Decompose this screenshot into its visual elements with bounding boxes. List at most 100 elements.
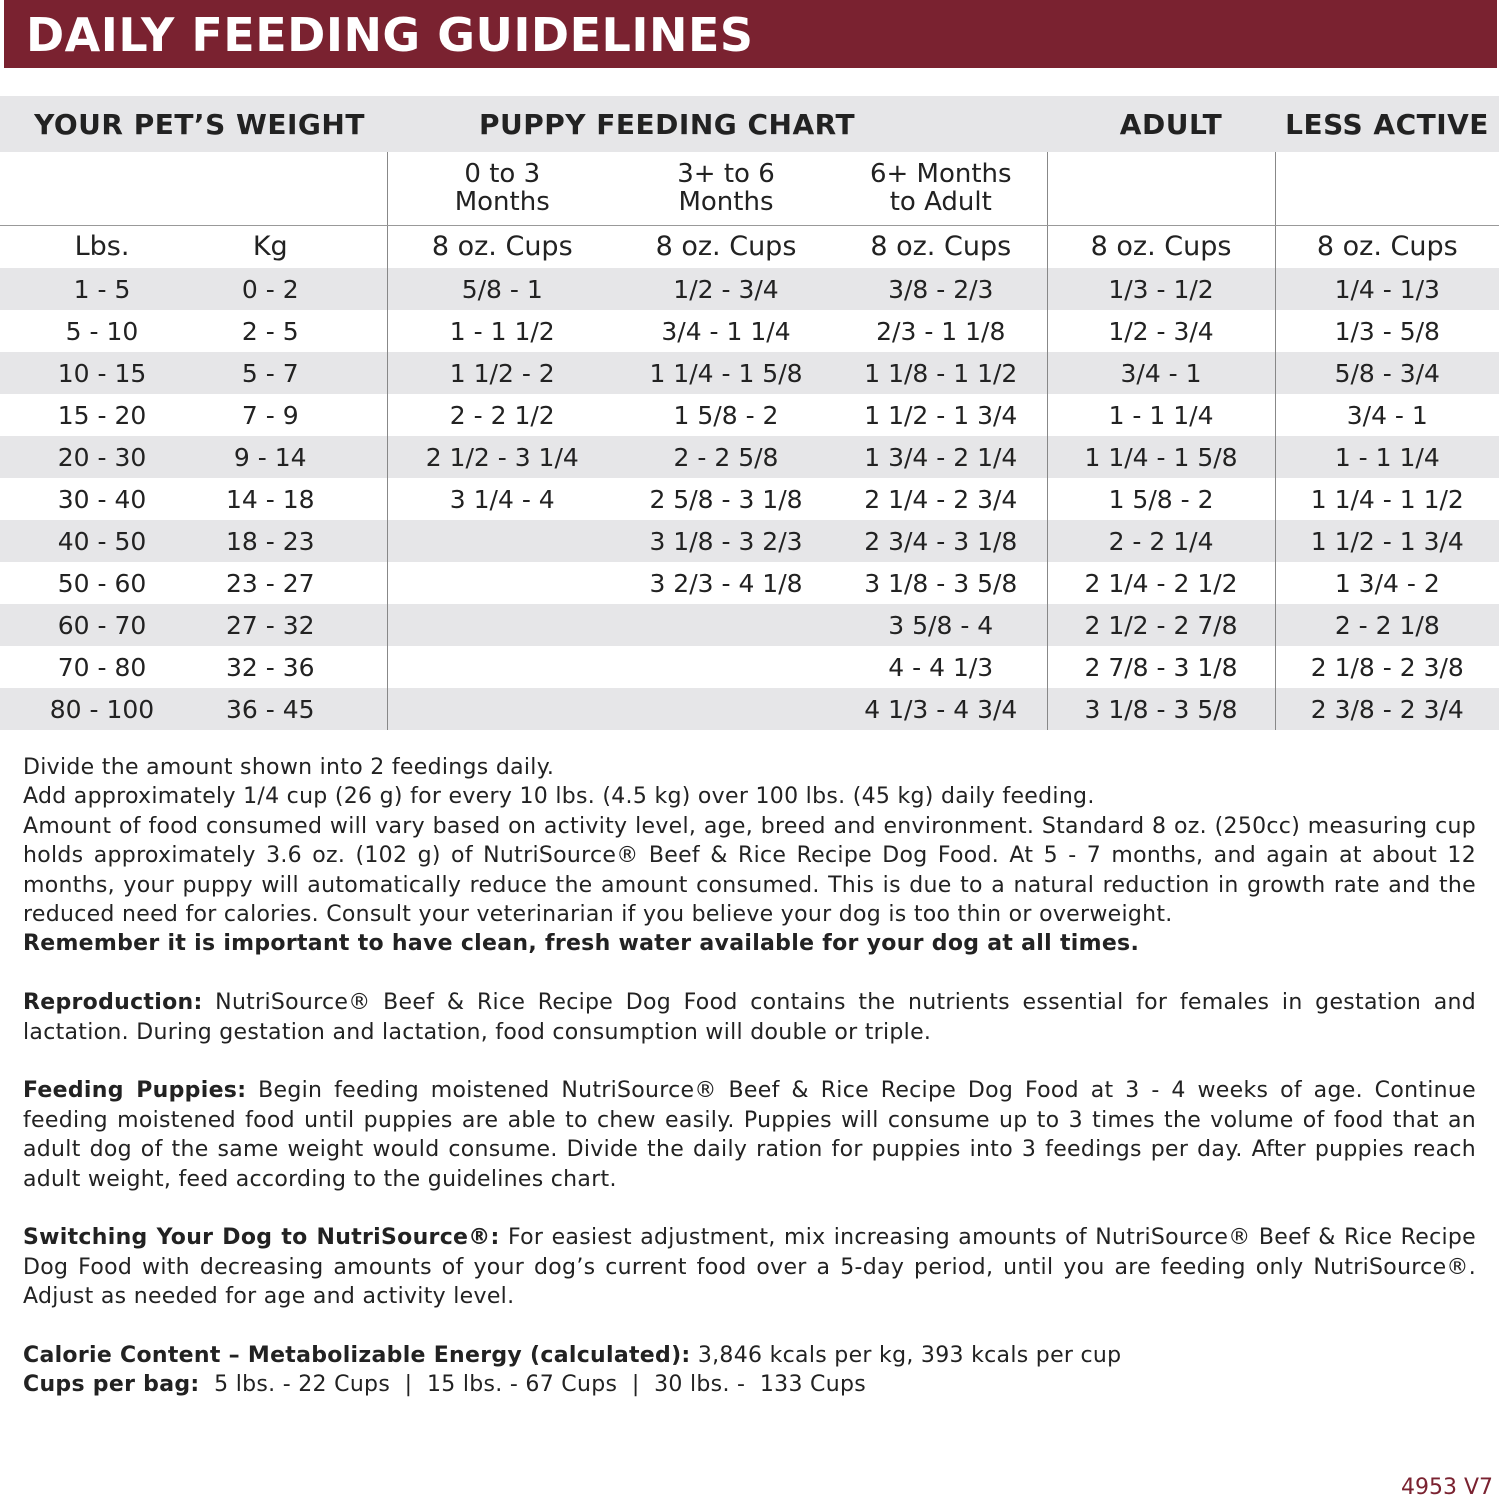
cell-adult: 1 - 1 1/4 [1046, 394, 1276, 436]
cell-adult: 1 5/8 - 2 [1046, 478, 1276, 520]
table-row: 30 - 40 14 - 18 3 1/4 - 4 2 5/8 - 3 1/8 2 1/… [0, 478, 1499, 520]
cell-kg: 2 - 5 [241, 316, 299, 346]
calorie-label: Calorie Content – Metabolizable Energy (… [23, 1343, 691, 1369]
cell-less-active: 2 - 2 1/8 [1274, 604, 1499, 646]
cell-puppy-6-adult: 1 1/2 - 1 3/4 [864, 400, 1018, 430]
cell-puppy-6-adult: 3 5/8 - 4 [835, 604, 1048, 646]
cell-lbs: 40 - 50 [0, 520, 204, 562]
cell-kg: 7 - 9 [241, 400, 299, 430]
cell-lbs: 5 - 10 [65, 316, 139, 346]
cell-less-active: 1 1/4 - 1 1/2 [1274, 478, 1499, 520]
note-add: Add approximately 1/4 cup (26 g) for eve… [23, 784, 1095, 810]
table-row: 20 - 30 9 - 14 2 1/2 - 3 1/4 2 - 2 5/8 1 3/4… [0, 436, 1499, 478]
cell-kg: 27 - 32 [204, 604, 387, 646]
cell-kg: 32 - 36 [225, 652, 315, 682]
note-switching: Switching Your Dog to NutriSource®: For … [23, 1223, 1476, 1311]
product-code: 4953 V7 [1400, 1475, 1493, 1500]
cell-puppy-6-adult: 1 3/4 - 2 1/4 [835, 436, 1048, 478]
note-calorie: Calorie Content – Metabolizable Energy (… [23, 1341, 1476, 1370]
cell-puppy-3-6: 2 - 2 5/8 [617, 436, 835, 478]
cell-adult: 2 1/2 - 2 7/8 [1046, 604, 1276, 646]
header-adult: ADULT [1047, 96, 1276, 152]
cell-puppy-0-3 [386, 688, 617, 730]
units-row: Lbs. Kg 8 oz. Cups 8 oz. Cups 8 oz. Cups 8 oz… [0, 225, 1499, 268]
page-title: DAILY FEEDING GUIDELINES [4, 0, 1497, 68]
cell-kg: 9 - 14 [204, 436, 387, 478]
cell-adult: 8 oz. Cups [1046, 225, 1276, 268]
feeding-table: YOUR PET’S WEIGHT PUPPY FEEDING CHART AD… [0, 96, 1499, 730]
age-3-6: 3+ to 6 Months [617, 152, 835, 226]
cell-kg: 18 - 23 [204, 520, 387, 562]
cell-less-active: 1/3 - 5/8 [1274, 310, 1499, 352]
cell-less-active: 8 oz. Cups [1274, 225, 1499, 268]
switching-text: For easiest adjustment, mix increasing a… [23, 1225, 1476, 1310]
note-water: Remember it is important to have clean, … [23, 931, 1140, 957]
table-row: 80 - 100 36 - 45 4 1/3 - 4 3/4 3 1/8 - 3 5/… [0, 688, 1499, 730]
cell-lbs: 80 - 100 [0, 688, 204, 730]
age-6-adult: 6+ Months to Adult [835, 152, 1048, 226]
cell-puppy-3-6: 8 oz. Cups [655, 231, 797, 263]
table-row: 50 - 60 23 - 27 3 2/3 - 4 1/8 3 1/8 - 3 5/8… [0, 562, 1499, 604]
switching-label: Switching Your Dog to NutriSource®: [23, 1225, 500, 1251]
cell-puppy-6-adult: 3/8 - 2/3 [835, 268, 1048, 310]
cell-puppy-0-3: 5/8 - 1 [386, 268, 617, 310]
cell-puppy-3-6: 2 5/8 - 3 1/8 [649, 484, 803, 514]
cell-adult: 3/4 - 1 [1046, 352, 1276, 394]
cell-puppy-3-6 [617, 646, 835, 688]
cell-adult: 2 7/8 - 3 1/8 [1046, 646, 1276, 688]
cell-puppy-6-adult: 2 3/4 - 3 1/8 [835, 520, 1048, 562]
cell-adult: 1 1/4 - 1 5/8 [1046, 436, 1276, 478]
cell-puppy-3-6 [617, 604, 835, 646]
calorie-text: 3,846 kcals per kg, 393 kcals per cup [690, 1343, 1122, 1369]
cell-less-active: 2 3/8 - 2 3/4 [1274, 688, 1499, 730]
cell-puppy-3-6 [617, 688, 835, 730]
cell-puppy-0-3 [386, 562, 617, 604]
cell-puppy-3-6: 1 1/4 - 1 5/8 [617, 352, 835, 394]
cell-adult: 1/2 - 3/4 [1046, 310, 1276, 352]
cell-puppy-0-3: 1 - 1 1/2 [386, 310, 617, 352]
cell-less-active: 3/4 - 1 [1274, 394, 1499, 436]
cell-lbs: 20 - 30 [0, 436, 204, 478]
cell-less-active: 1 1/2 - 1 3/4 [1274, 520, 1499, 562]
cell-puppy-3-6: 3/4 - 1 1/4 [661, 316, 791, 346]
cell-puppy-6-adult: 3 1/8 - 3 5/8 [864, 568, 1018, 598]
cell-adult: 2 1/4 - 2 1/2 [1046, 562, 1276, 604]
cell-less-active: 1/4 - 1/3 [1274, 268, 1499, 310]
cell-kg: 0 - 2 [204, 268, 387, 310]
cell-puppy-0-3: 3 1/4 - 4 [386, 478, 617, 520]
cell-puppy-6-adult: 4 - 4 1/3 [888, 652, 994, 682]
cell-less-active: 2 1/8 - 2 3/8 [1274, 646, 1499, 688]
note-reproduction: Reproduction: NutriSource® Beef & Rice R… [23, 988, 1476, 1047]
cell-adult: 2 - 2 1/4 [1046, 520, 1276, 562]
note-divide: Divide the amount shown into 2 feedings … [23, 755, 555, 780]
cell-puppy-0-3: 2 - 2 1/2 [386, 394, 617, 436]
cell-lbs: 1 - 5 [0, 268, 204, 310]
cell-puppy-3-6: 3 2/3 - 4 1/8 [649, 568, 803, 598]
reproduction-text: NutriSource® Beef & Rice Recipe Dog Food… [23, 990, 1476, 1045]
cell-less-active: 5/8 - 3/4 [1274, 352, 1499, 394]
header-weight: YOUR PET’S WEIGHT [0, 96, 387, 152]
header-puppy: PUPPY FEEDING CHART [387, 96, 1048, 152]
cell-less-active: 1 - 1 1/4 [1274, 436, 1499, 478]
cell-less-active: 1 3/4 - 2 [1274, 562, 1499, 604]
age-0-3: 0 to 3 Months [386, 152, 617, 226]
cell-puppy-3-6: 3 1/8 - 3 2/3 [617, 520, 835, 562]
cell-puppy-6-adult: 4 1/3 - 4 3/4 [835, 688, 1048, 730]
cell-lbs: 50 - 60 [57, 568, 147, 598]
cell-puppy-6-adult: 1 1/8 - 1 1/2 [835, 352, 1048, 394]
cell-puppy-0-3 [386, 646, 617, 688]
cell-puppy-3-6: 1/2 - 3/4 [617, 268, 835, 310]
table-row: 70 - 80 32 - 36 4 - 4 1/3 2 7/8 - 3 1/8 2 1/… [0, 646, 1499, 688]
cell-kg: 14 - 18 [225, 484, 315, 514]
cell-puppy-6-adult: 8 oz. Cups [870, 231, 1012, 263]
cups-text: 5 lbs. - 22 Cups | 15 lbs. - 67 Cups | 3… [199, 1372, 866, 1398]
cell-puppy-0-3 [386, 520, 617, 562]
cell-adult: 1/3 - 1/2 [1046, 268, 1276, 310]
cell-lbs: 70 - 80 [57, 652, 147, 682]
cell-puppy-3-6: 1 5/8 - 2 [673, 400, 779, 430]
cell-lbs: 10 - 15 [0, 352, 204, 394]
cell-puppy-0-3: 1 1/2 - 2 [386, 352, 617, 394]
cups-label: Cups per bag: [23, 1372, 200, 1398]
cell-adult: 3 1/8 - 3 5/8 [1046, 688, 1276, 730]
